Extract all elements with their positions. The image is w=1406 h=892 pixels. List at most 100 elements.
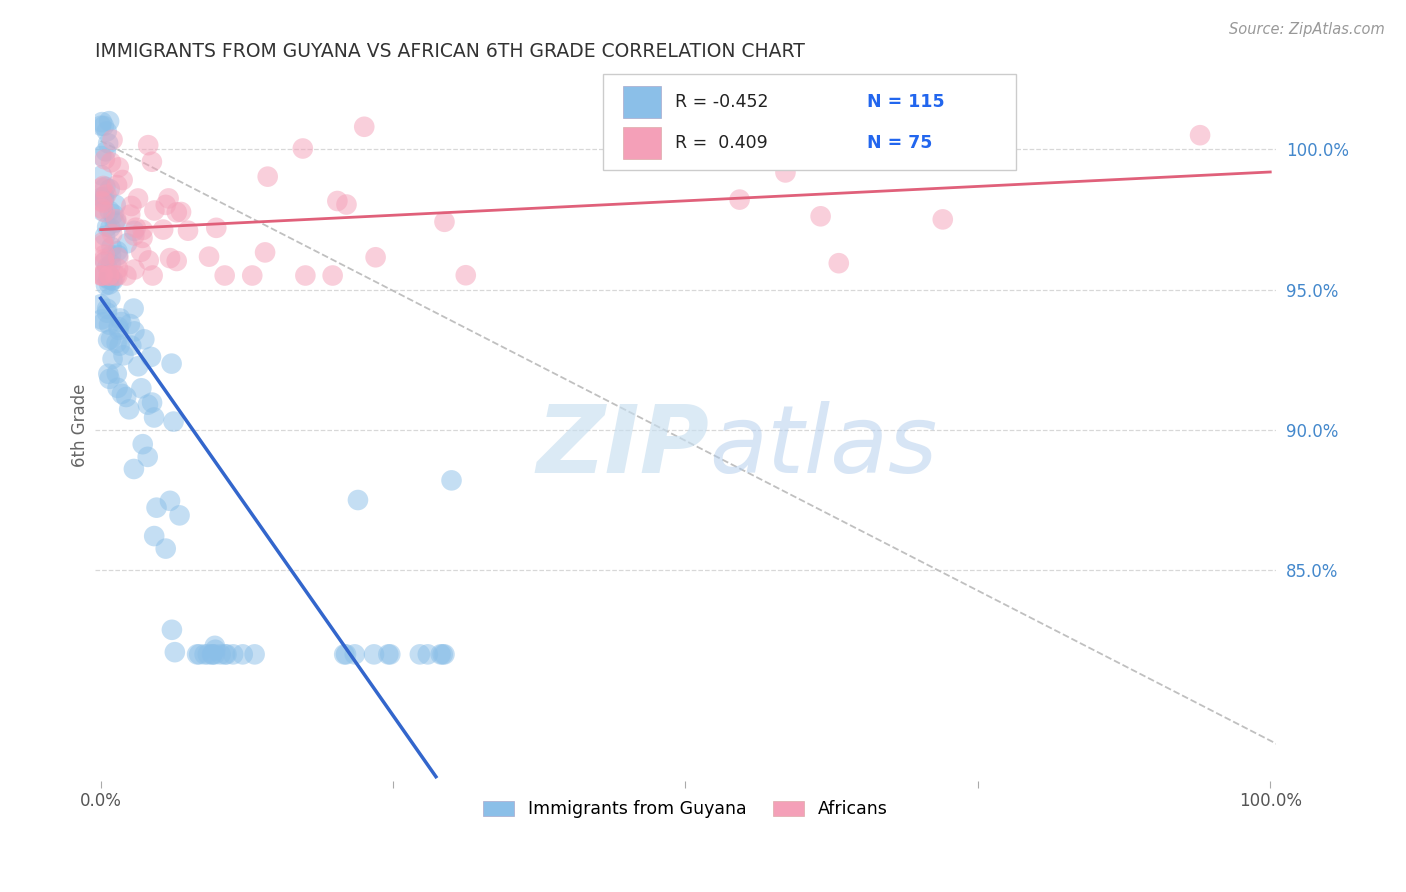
Point (107, 320, 129, 334)
Point (98, 203, 121, 218)
Point (201, 648, 224, 662)
Point (96, 306, 118, 320)
Point (115, 236, 138, 251)
Legend: Immigrants from Guyana, Africans: Immigrants from Guyana, Africans (477, 793, 894, 825)
Point (197, 648, 219, 662)
Point (127, 192, 149, 206)
Point (94, 278, 117, 293)
Text: R = -0.452: R = -0.452 (675, 93, 768, 111)
Point (131, 381, 153, 395)
Point (124, 324, 146, 338)
Point (98, 372, 121, 386)
Point (122, 462, 145, 476)
Point (91, 268, 114, 283)
Point (254, 245, 277, 260)
Point (118, 317, 141, 331)
Point (110, 315, 132, 329)
Point (166, 254, 188, 268)
Point (132, 437, 155, 451)
Point (107, 381, 129, 395)
Y-axis label: 6th Grade: 6th Grade (72, 384, 89, 467)
Point (157, 191, 180, 205)
Point (111, 387, 134, 401)
Point (132, 223, 155, 237)
Point (129, 244, 152, 259)
Point (107, 251, 129, 265)
Point (932, 212, 955, 227)
Point (163, 645, 186, 659)
Point (209, 648, 232, 662)
Point (93, 255, 115, 269)
Point (326, 194, 349, 208)
Point (118, 402, 141, 417)
Point (689, 144, 711, 158)
Point (432, 648, 454, 662)
Text: Source: ZipAtlas.com: Source: ZipAtlas.com (1229, 22, 1385, 37)
Point (335, 197, 357, 211)
Point (115, 390, 138, 404)
Point (186, 648, 208, 662)
Point (141, 154, 163, 169)
Point (90, 169, 112, 183)
Point (97, 367, 120, 381)
Point (111, 173, 134, 187)
Point (91, 235, 114, 249)
Point (142, 268, 165, 283)
FancyBboxPatch shape (603, 74, 1017, 170)
Point (105, 367, 128, 381)
Point (107, 248, 129, 262)
Text: ZIP: ZIP (536, 401, 709, 493)
Point (94, 153, 117, 167)
Point (159, 251, 181, 265)
Point (143, 203, 166, 218)
Point (160, 357, 183, 371)
Point (97, 333, 120, 347)
Text: atlas: atlas (709, 401, 938, 492)
Point (90, 194, 112, 208)
Point (205, 220, 228, 235)
Point (98, 182, 121, 196)
Point (100, 332, 122, 346)
Point (91, 115, 114, 129)
Point (90, 297, 112, 311)
Point (98, 318, 121, 332)
Point (333, 648, 356, 662)
Point (416, 648, 439, 662)
Point (728, 193, 751, 207)
Point (94, 228, 117, 243)
Point (115, 268, 138, 283)
Point (101, 351, 124, 366)
Point (100, 155, 122, 169)
Point (159, 493, 181, 508)
Point (124, 262, 146, 277)
Point (104, 216, 127, 230)
Point (364, 250, 387, 264)
Point (105, 178, 128, 193)
Point (143, 529, 166, 543)
Text: N = 115: N = 115 (868, 93, 945, 111)
Point (108, 311, 131, 326)
Point (169, 508, 191, 523)
Point (105, 214, 128, 228)
Point (120, 208, 142, 222)
Point (363, 648, 385, 662)
Point (107, 323, 129, 337)
Point (90, 149, 112, 163)
Point (97, 268, 120, 283)
Point (90, 202, 112, 216)
Point (93, 193, 115, 207)
Point (93, 189, 115, 203)
Point (243, 648, 266, 662)
Point (155, 541, 177, 556)
Point (91, 195, 114, 210)
Point (155, 198, 177, 212)
Point (98, 277, 121, 292)
Point (91, 178, 114, 193)
Point (90, 268, 112, 283)
Point (100, 240, 122, 254)
Point (380, 648, 402, 662)
Point (120, 199, 142, 213)
Point (94, 180, 117, 194)
Point (232, 648, 254, 662)
Point (256, 169, 278, 184)
